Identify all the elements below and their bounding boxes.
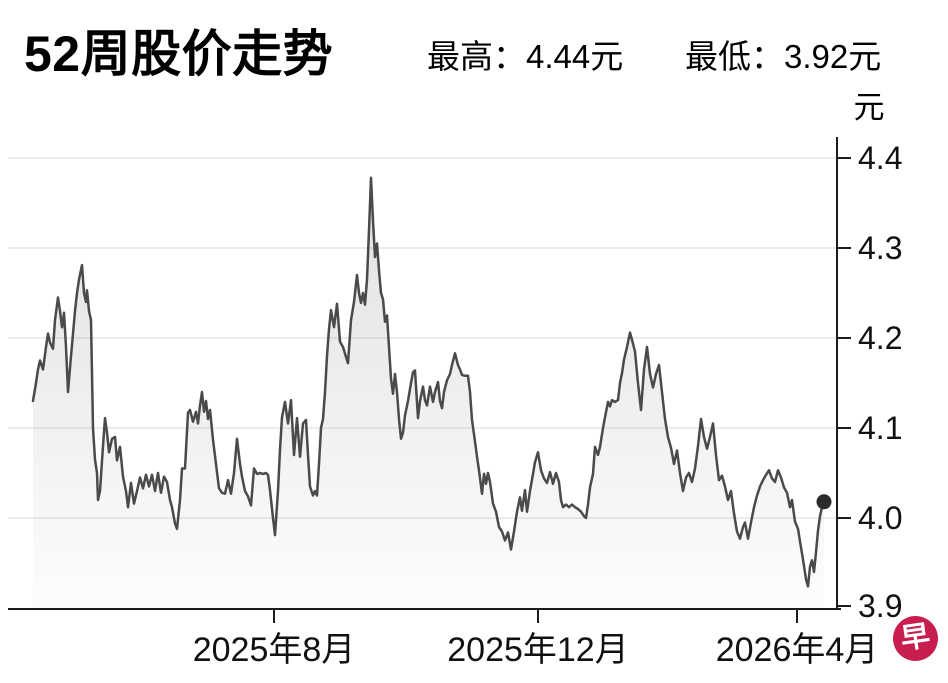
x-tick-label: 2026年4月 xyxy=(716,631,879,669)
zaobao-logo-glyph: 早 xyxy=(898,620,933,656)
price-area xyxy=(33,177,824,610)
y-tick-label: 4.4 xyxy=(858,140,902,176)
y-tick-label: 4.1 xyxy=(858,410,902,446)
y-tick-label: 3.9 xyxy=(858,588,902,624)
y-axis-unit-label: 元 xyxy=(853,90,885,125)
y-tick-label: 4.0 xyxy=(858,500,902,536)
price-line xyxy=(31,176,826,588)
page-title: 52周股价走势 xyxy=(24,26,334,82)
last-price-marker xyxy=(816,494,832,510)
stat-low: 最低：3.92元 xyxy=(685,38,882,75)
x-tick-label: 2025年8月 xyxy=(193,631,356,669)
zaobao-logo: 早 xyxy=(893,616,938,661)
x-tick-label: 2025年12月 xyxy=(447,631,628,669)
stat-high: 最高：4.44元 xyxy=(427,38,624,75)
y-tick-label: 4.2 xyxy=(858,320,902,356)
y-tick-label: 4.3 xyxy=(858,230,902,266)
